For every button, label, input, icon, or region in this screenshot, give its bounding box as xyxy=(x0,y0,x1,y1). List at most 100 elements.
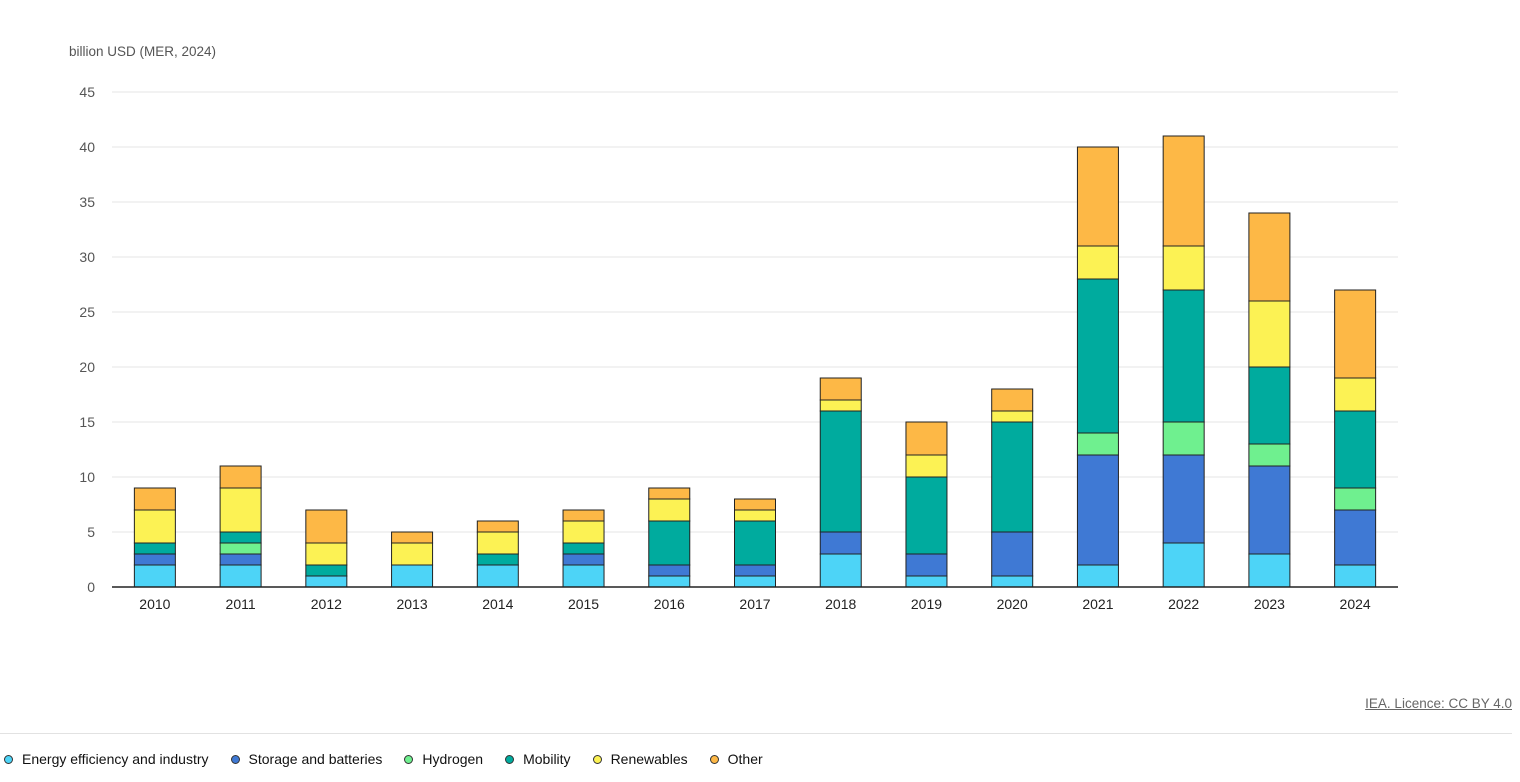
bar-segment xyxy=(1076,278,1119,434)
legend-item[interactable]: Hydrogen xyxy=(404,751,483,767)
gridlines xyxy=(112,91,1398,533)
x-tick-label: 2011 xyxy=(226,596,256,612)
bar-segment xyxy=(1076,146,1119,247)
x-axis-ticks: 2010 2011 2012 2013 2014 2015 2016 2017 2018 2019… xyxy=(139,596,1371,612)
y-tick-label: 30 xyxy=(79,249,95,265)
bar-segment xyxy=(734,498,776,511)
y-tick-label: 15 xyxy=(79,414,95,430)
legend-label: Hydrogen xyxy=(422,751,484,767)
bar-segment xyxy=(905,553,948,577)
x-tick-label: 2012 xyxy=(311,596,342,612)
y-tick-label: 35 xyxy=(79,194,95,210)
bar-segment xyxy=(905,421,948,456)
bar-segment xyxy=(1334,487,1377,511)
y-tick-label: 0 xyxy=(87,579,95,595)
x-tick-label: 2020 xyxy=(997,596,1028,612)
legend-label: Storage and batteries xyxy=(248,751,383,767)
bar-segment xyxy=(562,542,605,555)
bar-segment xyxy=(905,575,948,588)
bar-segment xyxy=(1162,289,1205,423)
y-tick-label: 45 xyxy=(79,84,95,100)
x-tick-label: 2021 xyxy=(1082,596,1113,612)
bar-segment xyxy=(1076,564,1119,588)
bar-segment xyxy=(734,575,776,588)
bar-segment xyxy=(476,531,519,555)
bar-segment xyxy=(133,542,176,555)
legend-item[interactable]: Renewables xyxy=(592,751,688,767)
y-tick-label: 20 xyxy=(79,359,95,375)
bar-segment xyxy=(133,553,176,566)
legend-marker-icon xyxy=(592,754,602,764)
legend-label: Renewables xyxy=(610,751,688,767)
bar-segment xyxy=(391,542,434,566)
bar-segment xyxy=(1162,245,1205,291)
legend-marker-icon xyxy=(404,754,414,764)
legend-item[interactable]: Energy efficiency and industry xyxy=(4,751,209,767)
x-tick-label: 2019 xyxy=(911,596,942,612)
bar-segment xyxy=(391,531,434,544)
x-tick-label: 2013 xyxy=(396,596,427,612)
bar-segment xyxy=(648,564,691,577)
bar-segment xyxy=(476,564,519,588)
x-tick-label: 2017 xyxy=(739,596,770,612)
bar-segment xyxy=(991,388,1034,412)
legend-marker-icon xyxy=(709,754,719,764)
bar-segment xyxy=(1334,509,1377,566)
y-axis-ticks: 0 5 10 15 20 25 30 35 40 45 xyxy=(79,84,95,595)
bar-segment xyxy=(991,531,1034,577)
bar-segment xyxy=(305,509,348,544)
y-tick-label: 25 xyxy=(79,304,95,320)
bar-segment xyxy=(1248,465,1291,555)
legend-label: Other xyxy=(727,751,763,767)
bar-segment xyxy=(305,564,348,577)
y-tick-label: 10 xyxy=(79,469,95,485)
bar-segment xyxy=(562,520,605,544)
bar-segment xyxy=(1334,410,1377,489)
bar-segment xyxy=(305,542,348,566)
bar-segment xyxy=(905,454,948,478)
bar-segment xyxy=(219,553,262,566)
bar-segment xyxy=(991,410,1034,423)
bar-segment xyxy=(133,509,176,544)
bar-segment xyxy=(648,520,691,566)
bar-segment xyxy=(648,487,691,500)
legend-label: Energy efficiency and industry xyxy=(22,751,209,767)
bar-segment xyxy=(476,520,519,533)
legend-item[interactable]: Mobility xyxy=(505,751,571,767)
bar-segment xyxy=(991,421,1034,533)
bar-segment xyxy=(1076,245,1119,280)
bar-segment xyxy=(1248,300,1291,368)
bar-segment xyxy=(1334,289,1377,379)
bar-segment xyxy=(219,542,262,555)
legend-marker-icon xyxy=(505,754,515,764)
bar-segment xyxy=(819,531,862,555)
legend-item[interactable]: Storage and batteries xyxy=(230,751,383,767)
bar-segment xyxy=(562,564,605,588)
bars xyxy=(133,135,1377,588)
bar-segment xyxy=(734,509,776,522)
x-tick-label: 2018 xyxy=(825,596,856,612)
legend-marker-icon xyxy=(4,754,13,764)
x-tick-label: 2016 xyxy=(654,596,685,612)
bar-segment xyxy=(219,487,262,533)
bar-segment xyxy=(905,476,948,555)
x-tick-label: 2024 xyxy=(1340,596,1371,612)
bar-segment xyxy=(562,509,605,522)
legend-item[interactable]: Other xyxy=(709,751,763,767)
bar-segment xyxy=(133,564,176,588)
bar-segment xyxy=(1162,135,1205,247)
y-axis-label: billion USD (MER, 2024) xyxy=(69,44,216,59)
x-tick-label: 2023 xyxy=(1254,596,1285,612)
bar-segment xyxy=(1248,212,1291,302)
bar-segment xyxy=(1248,443,1291,467)
x-tick-label: 2014 xyxy=(482,596,513,612)
licence-link[interactable]: IEA. Licence: CC BY 4.0 xyxy=(1365,696,1512,711)
legend-divider xyxy=(0,733,1512,734)
bar-segment xyxy=(219,465,262,489)
bar-segment xyxy=(1334,377,1377,412)
bar-segment xyxy=(819,377,862,401)
bar-segment xyxy=(219,564,262,588)
x-tick-label: 2022 xyxy=(1168,596,1199,612)
legend-label: Mobility xyxy=(523,751,571,767)
bar-segment xyxy=(991,575,1034,588)
